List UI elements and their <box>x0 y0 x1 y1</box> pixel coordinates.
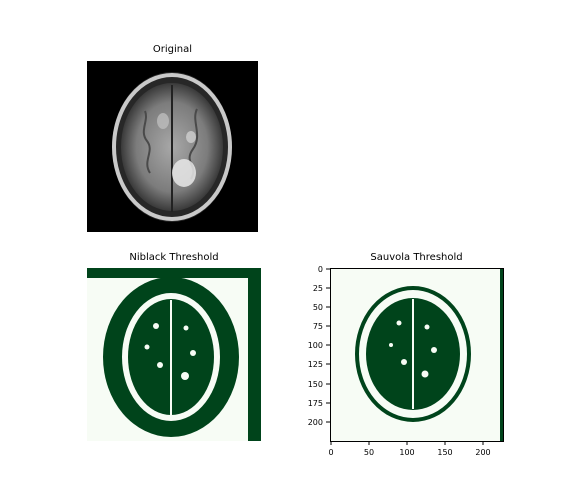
x-tick-150: 150 <box>437 448 452 457</box>
sauvola-y-tick-labels: 0 25 50 75 100 125 150 175 200 <box>308 265 323 427</box>
y-tick-125: 125 <box>308 360 323 369</box>
x-tick-200: 200 <box>475 448 490 457</box>
niblack-image <box>87 268 261 441</box>
sauvola-image <box>330 268 503 441</box>
y-tick-0: 0 <box>318 265 323 274</box>
y-tick-150: 150 <box>308 380 323 389</box>
original-title: Original <box>152 44 193 55</box>
y-tick-175: 175 <box>308 399 323 408</box>
x-tick-0: 0 <box>328 448 333 457</box>
sauvola-x-ticks <box>330 441 484 445</box>
y-tick-50: 50 <box>313 303 323 312</box>
x-tick-100: 100 <box>399 448 414 457</box>
y-tick-100: 100 <box>308 341 323 350</box>
y-tick-75: 75 <box>313 322 323 331</box>
x-tick-50: 50 <box>364 448 374 457</box>
original-image <box>87 61 258 232</box>
sauvola-x-tick-labels: 0 50 100 150 200 <box>328 448 490 457</box>
sauvola-y-ticks <box>326 268 330 423</box>
niblack-title: Niblack Threshold <box>129 252 219 263</box>
sauvola-title: Sauvola Threshold <box>370 252 463 263</box>
y-tick-200: 200 <box>308 418 323 427</box>
y-tick-25: 25 <box>313 284 323 293</box>
